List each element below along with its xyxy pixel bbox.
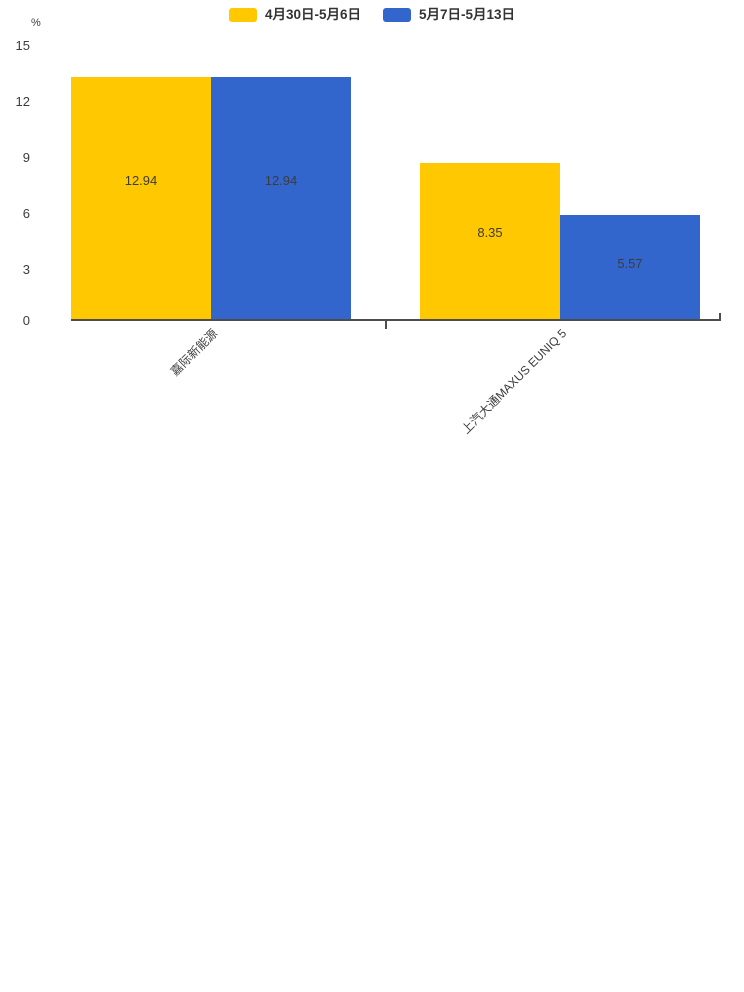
bar[interactable]: 8.35	[420, 163, 560, 320]
x-axis-tick-separator	[385, 321, 387, 329]
legend-swatch-icon	[228, 8, 257, 22]
y-axis-tick-label-12: 12	[15, 94, 30, 109]
x-axis-end-tick	[719, 313, 721, 321]
bar-chart: 4月30日-5月6日 5月7日-5月13日 % 15 12 9 6 3 0 12…	[0, 8, 744, 437]
legend-label: 5月7日-5月13日	[419, 7, 516, 23]
bar[interactable]: 12.94	[211, 76, 351, 320]
x-axis-category-label-2: 上汽大通MAXUS EUNIQ 5	[458, 326, 570, 437]
y-axis-tick-label-15: 15	[15, 38, 30, 53]
y-axis-tick-label-9: 9	[22, 150, 30, 165]
legend-item-series-1[interactable]: 4月30日-5月6日	[228, 7, 361, 23]
y-axis-tick-label-0: 0	[22, 313, 30, 328]
x-axis-line	[71, 319, 720, 321]
legend-swatch-icon	[383, 8, 411, 22]
x-axis-category-label-1: 嘉际新能源	[167, 326, 221, 379]
bar-value-label: 5.57	[617, 256, 643, 272]
bar-value-label: 12.94	[124, 173, 158, 189]
plot-area: 12.94 12.94 8.35 5.57	[71, 38, 720, 320]
bar-value-label: 12.94	[264, 173, 298, 189]
legend-label: 4月30日-5月6日	[264, 7, 361, 23]
y-axis-unit-label: %	[31, 17, 41, 29]
legend-item-series-2[interactable]: 5月7日-5月13日	[383, 8, 515, 22]
y-axis-tick-label-6: 6	[22, 206, 30, 221]
y-axis-tick-label-3: 3	[22, 262, 30, 277]
bar[interactable]: 12.94	[71, 76, 211, 320]
chart-legend: 4月30日-5月6日 5月7日-5月13日	[0, 8, 744, 22]
bar[interactable]: 5.57	[560, 215, 700, 320]
bar-value-label: 8.35	[477, 224, 503, 240]
